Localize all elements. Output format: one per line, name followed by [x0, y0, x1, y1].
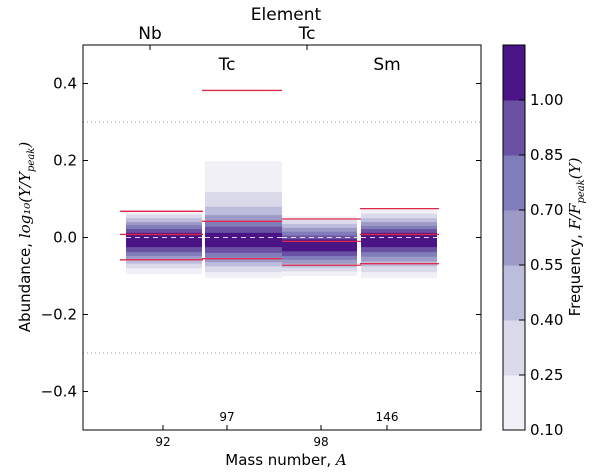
- colorbar-tick-label-0: 0.10: [530, 421, 563, 439]
- colorbar-band-6: [503, 45, 525, 101]
- colorbar-band-3: [503, 210, 525, 266]
- colorbar-tick-label-2: 0.40: [530, 311, 563, 329]
- abundance-bars: [126, 161, 437, 278]
- mass-label-97: 97: [219, 410, 234, 424]
- colorbar-label: Frequency, F/Fpeak(Y): [566, 157, 587, 316]
- y-tick-label-3: −0.2: [41, 306, 77, 324]
- ratio-lines: [120, 89, 439, 266]
- colorbar-tick-label-3: 0.55: [530, 256, 563, 274]
- bar-band-Tc-98-6: [282, 239, 357, 252]
- y-axis-label: Abundance, log₁₀(Y/Ypeak): [16, 142, 37, 333]
- top-axis-title: Element: [251, 5, 322, 25]
- top-tick-label-tc: Tc: [298, 24, 316, 44]
- colorbar-tick-label-6: 1.00: [530, 91, 563, 109]
- bar-band-Sm-146-6: [361, 232, 437, 248]
- colorbar-band-0: [503, 375, 525, 431]
- element-label-tc: Tc: [218, 55, 236, 75]
- x-axis-ticks: 92 98: [149, 45, 388, 449]
- bar-band-Tc-97-6: [205, 232, 282, 248]
- mass-label-146: 146: [376, 410, 399, 424]
- top-tick-label-nb: Nb: [138, 24, 162, 44]
- y-tick-label-1: 0.2: [53, 152, 77, 170]
- colorbar-tick-label-4: 0.70: [530, 201, 563, 219]
- x-axis-label: Mass number, A: [225, 451, 347, 469]
- colorbar-ticks: 0.10 0.25 0.40 0.55 0.70 0.85 1.00: [519, 91, 563, 439]
- colorbar-tick-label-5: 0.85: [530, 146, 563, 164]
- colorbar-band-2: [503, 265, 525, 321]
- element-label-sm: Sm: [373, 55, 400, 75]
- colorbar-band-1: [503, 320, 525, 376]
- colorbar: [503, 45, 525, 431]
- y-tick-label-4: −0.4: [41, 383, 77, 401]
- y-tick-label-0: 0.4: [53, 75, 77, 93]
- colorbar-band-5: [503, 100, 525, 156]
- bar-band-Nb-92-6: [126, 232, 202, 248]
- colorbar-frame: [502, 44, 526, 431]
- colorbar-band-4: [503, 155, 525, 211]
- y-axis-ticks: 0.4 0.2 0.0 −0.2 −0.4: [41, 75, 481, 401]
- y-tick-label-2: 0.0: [53, 229, 77, 247]
- colorbar-tick-label-1: 0.25: [530, 366, 563, 384]
- x-tick-label-1: 98: [313, 435, 328, 449]
- x-tick-label-0: 92: [155, 435, 170, 449]
